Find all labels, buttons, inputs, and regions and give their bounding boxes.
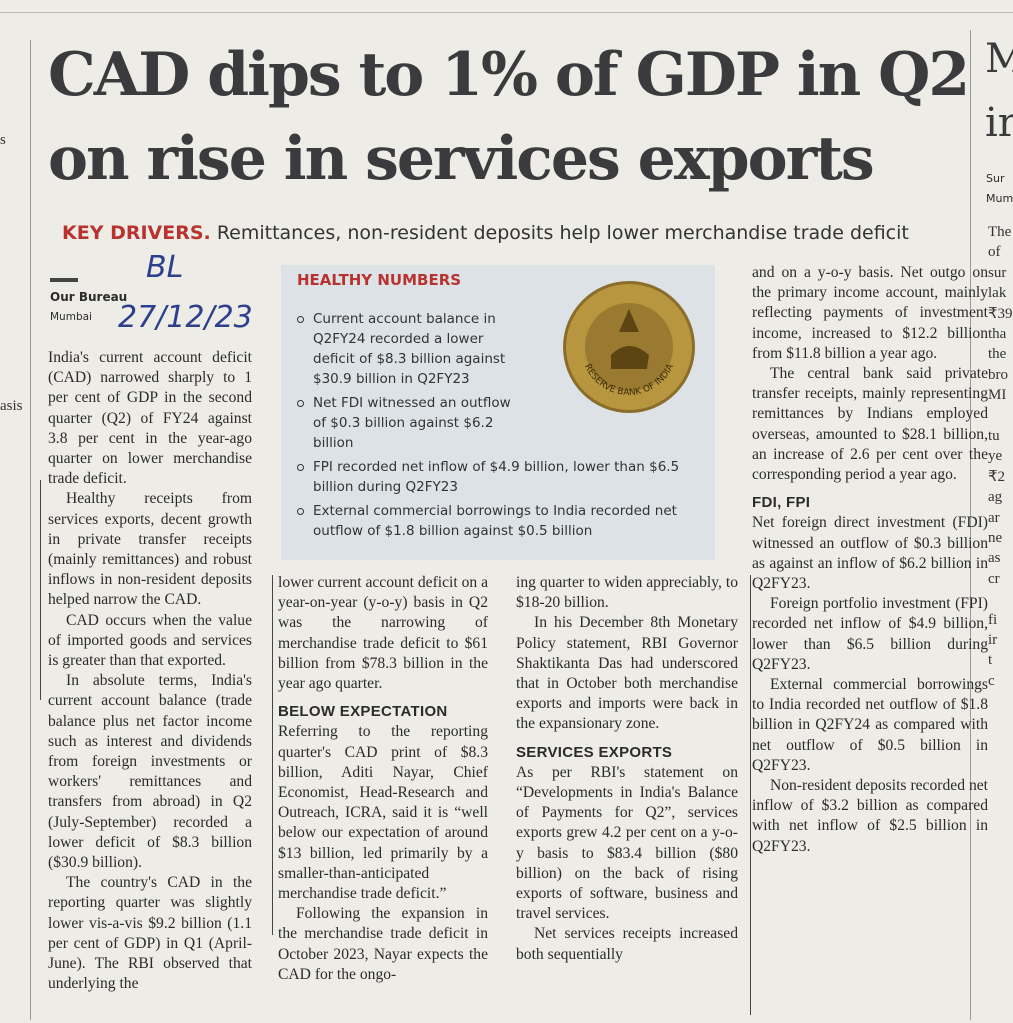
edge-fragment: bro <box>988 366 1008 383</box>
paragraph: Net foreign direct investment (FDI) witn… <box>752 514 988 593</box>
kicker: KEY DRIVERS. <box>62 222 211 244</box>
column: and on a y-o-y basis. Net outgo on the p… <box>752 263 988 1020</box>
edge-fragment: tu <box>988 428 1000 444</box>
edge-fragment: ₹39 <box>988 305 1013 322</box>
paragraph: Referring to the reporting quarter's CAD… <box>278 723 488 903</box>
edge-fragment: fi <box>988 611 998 628</box>
handwritten-note: BL <box>146 250 184 285</box>
edge-fragment: as <box>988 550 1001 567</box>
column-rule <box>40 480 41 700</box>
subhead: KEY DRIVERS. Remittances, non-resident d… <box>62 222 909 244</box>
paragraph: Non-resident deposits recorded net inflo… <box>752 777 988 855</box>
paragraph: lower current account deficit on a year-… <box>278 574 488 693</box>
box-title: HEALTHY NUMBERS <box>297 271 462 289</box>
paragraph: ing quarter to widen appreciably, to $18… <box>516 574 738 612</box>
paragraph: In his December 8th Monetary Policy stat… <box>516 614 738 733</box>
edge-fragment: lak <box>988 285 1007 302</box>
box-bullets: Current account balance in Q2FY24 record… <box>297 309 707 545</box>
edge-fragment: cr <box>988 570 1000 587</box>
right-rule <box>970 30 971 1020</box>
edge-fragment: ye <box>988 448 1003 465</box>
bullet: Net FDI witnessed an outflow of $0.3 bil… <box>297 393 523 453</box>
edge-fragment: s <box>0 132 6 148</box>
edge-fragment: of <box>988 244 1001 261</box>
column-rule <box>272 575 273 935</box>
info-box: HEALTHY NUMBERS Current account balance … <box>281 265 715 560</box>
edge-fragment: MI <box>988 387 1007 404</box>
bullet: Current account balance in Q2FY24 record… <box>297 309 523 389</box>
paragraph: As per RBI's statement on “Developments … <box>516 763 738 923</box>
byline-rule <box>50 278 78 282</box>
edge-fragment: ne <box>988 530 1003 546</box>
edge-fragment: The <box>988 224 1012 240</box>
edge-fragment: sur <box>988 264 1007 281</box>
edge-fragment: asis <box>0 398 23 414</box>
left-rule <box>30 40 31 1020</box>
bullet: FPI recorded net inflow of $4.9 billion,… <box>297 457 707 497</box>
section-heading: BELOW EXPECTATION <box>278 703 448 721</box>
paragraph: Net services receipts increased both seq… <box>516 925 738 963</box>
headline-line: CAD dips to 1% of GDP in Q2 <box>48 40 970 110</box>
paragraph: The central bank said private transfer r… <box>752 365 988 484</box>
edge-fragment: M <box>985 36 1013 82</box>
author: Our Bureau <box>50 290 128 304</box>
edge-fragment: Sur <box>986 172 1005 185</box>
paragraph: Foreign portfolio investment (FPI) recor… <box>752 595 988 673</box>
paragraph: CAD occurs when the value of imported go… <box>48 611 252 670</box>
paragraph: and on a y-o-y basis. Net outgo on the p… <box>752 264 988 362</box>
column: lower current account deficit on a year-… <box>278 573 488 1020</box>
column: India's current account deficit (CAD) na… <box>48 348 252 1020</box>
edge-fragment: ar <box>988 509 1000 526</box>
edge-fragment: ir <box>988 632 998 648</box>
edge-fragment: the <box>988 346 1007 363</box>
paragraph: In absolute terms, India's current accou… <box>48 672 252 872</box>
paragraph: Healthy receipts from services exports, … <box>48 490 252 609</box>
column-rule <box>750 575 751 1015</box>
paragraph: Following the expansion in the merchandi… <box>278 905 488 983</box>
subhead-text: Remittances, non-resident deposits help … <box>216 222 909 244</box>
top-rule <box>0 12 1013 13</box>
location: Mumbai <box>50 311 92 323</box>
column: ing quarter to widen appreciably, to $18… <box>516 573 738 1020</box>
edge-fragment: tha <box>988 326 1007 342</box>
edge-fragment: c <box>988 672 995 689</box>
rbi-logo: RESERVE BANK OF INDIA <box>563 281 695 413</box>
paragraph: External commercial borrowings to India … <box>752 676 988 774</box>
paragraph: The country's CAD in the reporting quart… <box>48 874 252 993</box>
paragraph: India's current account deficit (CAD) na… <box>48 349 252 488</box>
handwritten-date: 27/12/23 <box>118 300 253 335</box>
edge-fragment: Mum <box>986 192 1013 205</box>
edge-fragment: ag <box>988 489 1003 506</box>
section-heading: FDI, FPI <box>752 494 811 512</box>
headline-line: on rise in services exports <box>48 124 875 194</box>
edge-fragment: t <box>988 652 993 669</box>
section-heading: SERVICES EXPORTS <box>516 743 673 761</box>
edge-fragment: ₹2 <box>988 468 1006 485</box>
bullet: External commercial borrowings to India … <box>297 501 707 541</box>
logo-emblem <box>611 309 649 369</box>
edge-fragment: ir <box>985 100 1013 146</box>
